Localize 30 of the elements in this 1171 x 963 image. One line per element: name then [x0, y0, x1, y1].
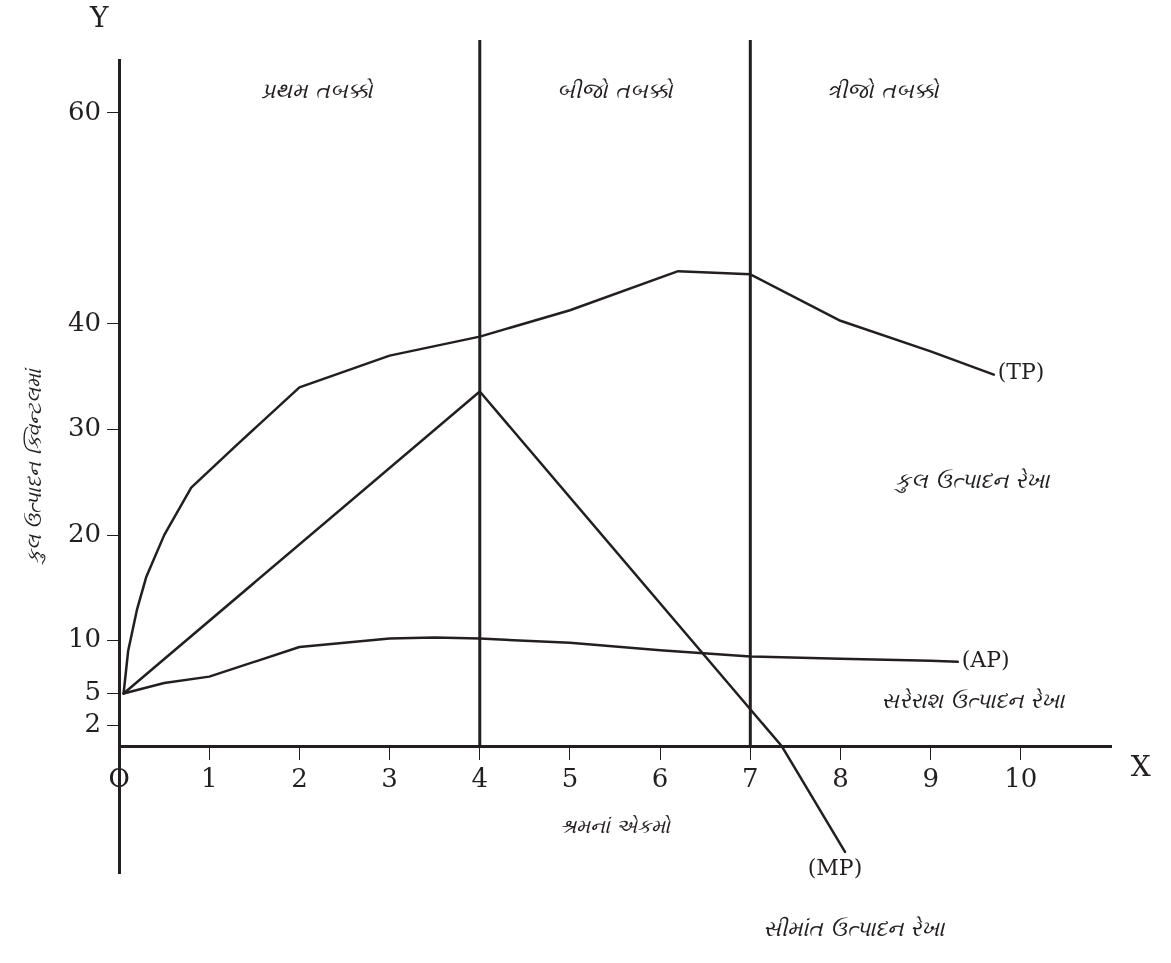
x-tick-label: 6 [651, 762, 669, 793]
text: સીમાંત ઉત્પાદન રેખા [762, 915, 946, 941]
x-tick-label: 10 [1004, 762, 1038, 793]
y-axis-title: કુલ ઉત્પાદન ક્વિન્ટલમાં [22, 367, 47, 566]
text: X [1130, 749, 1151, 783]
annotation: સરેરાશ ઉત્પાદન રેખા [880, 687, 1066, 713]
y-tick-label: 5 [84, 676, 102, 707]
annotation: ત્રીજો તબક્કો [826, 78, 940, 104]
y-tick-label: 30 [67, 412, 102, 443]
x-tick-label: 2 [291, 762, 308, 793]
y-tick-label: 2 [84, 707, 102, 738]
series-label: (AP) [961, 646, 1010, 672]
x-axis-title: શ્રમનાં એકમો [559, 813, 672, 838]
x-tick-label: 9 [922, 762, 939, 793]
x-tick-label: 7 [742, 762, 759, 793]
x-tick-label: 5 [561, 762, 579, 793]
y-tick-label: 10 [67, 623, 102, 654]
annotation: પ્રથમ તબક્કો [261, 78, 375, 104]
y-tick-label: 60 [67, 95, 102, 126]
x-tick-label: 8 [832, 762, 849, 793]
annotation: કુલ ઉત્પાદન રેખા [893, 468, 1052, 494]
x-tick-label: 1 [200, 762, 218, 793]
annotation: બીજો તબક્કો [557, 78, 675, 104]
y-tick-label: 40 [67, 306, 102, 337]
x-tick-label: 4 [471, 762, 489, 793]
x-tick-label: 3 [381, 762, 398, 793]
series-label: (TP) [997, 359, 1045, 385]
y-tick-label: 20 [67, 517, 102, 548]
series-label: (MP) [807, 854, 863, 880]
text: Y [89, 0, 109, 34]
